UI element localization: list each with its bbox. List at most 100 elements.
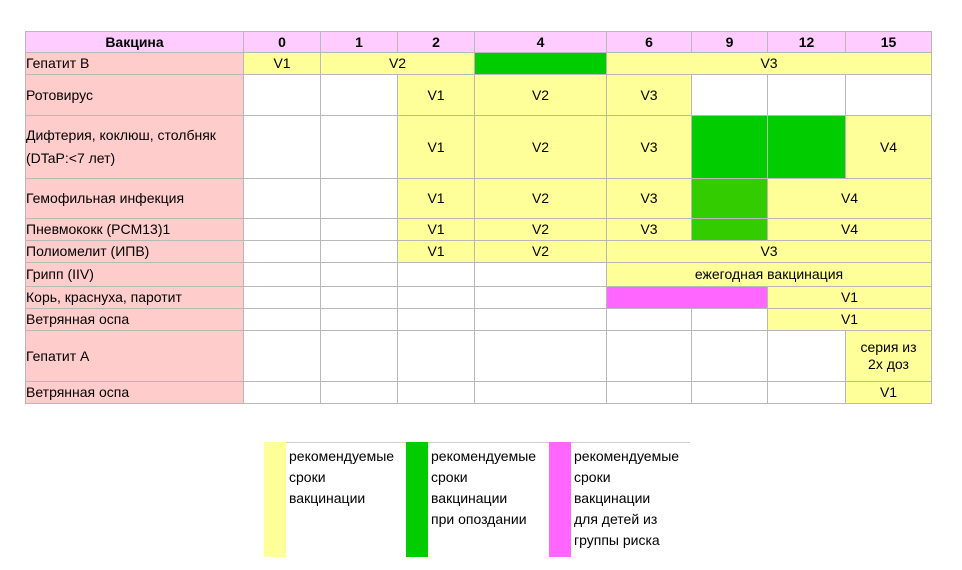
vaccine-name: Ветрянная оспа — [25, 308, 244, 331]
vaccine-name: Пневмококк (PCM13)1 — [25, 218, 244, 241]
table-row: Гепатит B V1 V2 V3 — [25, 52, 932, 75]
empty-cell — [397, 262, 475, 287]
empty-cell — [397, 381, 475, 404]
empty-cell — [320, 308, 398, 331]
empty-cell — [320, 115, 398, 179]
dose-line1: серия из — [860, 339, 917, 355]
empty-cell — [606, 330, 692, 382]
empty-cell — [320, 240, 398, 263]
dose-cell: серия из 2х доз — [845, 330, 932, 382]
dose-cell: V2 — [474, 74, 607, 116]
header-month-2: 2 — [397, 31, 475, 53]
dose-cell: V1 — [397, 218, 475, 241]
table-row: Ветрянная оспа V1 — [25, 381, 932, 404]
empty-cell — [320, 381, 398, 404]
dose-cell: V3 — [606, 74, 692, 116]
legend-line: сроки — [574, 469, 611, 485]
empty-cell — [243, 286, 321, 309]
vaccine-name: Полиомелит (ИПВ) — [25, 240, 244, 263]
dose-cell: V1 — [767, 286, 932, 309]
empty-cell — [474, 330, 607, 382]
dose-cell: V1 — [397, 115, 475, 179]
legend-line: группы риска — [574, 532, 660, 548]
legend-top-border — [264, 442, 690, 443]
risk-group-cell — [606, 286, 768, 309]
vaccine-name: Гепатит А — [25, 330, 244, 382]
table-row: Ветрянная оспа V1 — [25, 308, 932, 331]
dose-cell: V3 — [606, 218, 692, 241]
late-cell — [691, 218, 768, 241]
legend-line: сроки — [431, 469, 468, 485]
legend-line: рекомендуемые — [431, 448, 537, 464]
table-row: Корь, краснуха, паротит V1 — [25, 286, 932, 309]
legend-swatch-late — [406, 442, 428, 557]
empty-cell — [397, 330, 475, 382]
empty-cell — [474, 381, 607, 404]
empty-cell — [243, 240, 321, 263]
late-cell — [691, 115, 768, 179]
table-row: Полиомелит (ИПВ) V1 V2 V3 — [25, 240, 932, 263]
vaccine-name: Дифтерия, коклюш, столбняк (DTaP:<7 лет) — [25, 115, 244, 179]
dose-cell: V2 — [474, 240, 607, 263]
header-month-15: 15 — [845, 31, 932, 53]
table-row: Грипп (IIV) ежегодная вакцинация — [25, 262, 932, 287]
dose-cell: V3 — [606, 115, 692, 179]
empty-cell — [474, 262, 607, 287]
header-month-4: 4 — [474, 31, 607, 53]
empty-cell — [691, 330, 768, 382]
dose-line2: 2х доз — [868, 356, 909, 372]
empty-cell — [243, 262, 321, 287]
empty-cell — [606, 381, 692, 404]
dose-cell: V2 — [474, 115, 607, 179]
empty-cell — [397, 308, 475, 331]
dose-cell: V3 — [606, 178, 692, 219]
table-row: Дифтерия, коклюш, столбняк (DTaP:<7 лет)… — [25, 115, 932, 179]
empty-cell — [606, 308, 692, 331]
dose-cell: V3 — [606, 240, 932, 263]
header-month-12: 12 — [767, 31, 846, 53]
vaccine-name: Гемофильная инфекция — [25, 178, 244, 219]
late-cell — [767, 115, 846, 179]
empty-cell — [243, 115, 321, 179]
legend-line: рекомендуемые — [289, 448, 395, 464]
header-month-9: 9 — [691, 31, 768, 53]
empty-cell — [320, 74, 398, 116]
empty-cell — [767, 381, 846, 404]
empty-cell — [243, 381, 321, 404]
legend-line: вакцинации — [574, 490, 651, 506]
legend-line: вакцинации — [431, 490, 508, 506]
dose-cell: V2 — [474, 178, 607, 219]
dose-cell: V1 — [397, 178, 475, 219]
dose-cell: ежегодная вакцинация — [606, 262, 932, 287]
dose-cell: V2 — [474, 218, 607, 241]
empty-cell — [243, 74, 321, 116]
header-row: Вакцина 0 1 2 4 6 9 12 15 — [25, 31, 932, 53]
vaccine-name-line1: Дифтерия, коклюш, столбняк — [26, 127, 216, 143]
table-row: Гепатит А серия из 2х доз — [25, 330, 932, 382]
vaccine-name: Ветрянная оспа — [25, 381, 244, 404]
empty-cell — [845, 74, 932, 116]
empty-cell — [320, 286, 398, 309]
dose-cell: V3 — [606, 52, 932, 75]
header-vaccine: Вакцина — [25, 31, 244, 53]
dose-cell: V4 — [767, 218, 932, 241]
late-cell — [474, 52, 607, 75]
legend-line: для детей из — [574, 511, 658, 527]
header-month-0: 0 — [243, 31, 321, 53]
empty-cell — [767, 330, 846, 382]
table-row: Пневмококк (PCM13)1 V1 V2 V3 V4 — [25, 218, 932, 241]
empty-cell — [320, 178, 398, 219]
empty-cell — [397, 286, 475, 309]
legend-text-recommended: рекомендуемые сроки вакцинации — [289, 446, 394, 509]
vaccine-name: Гепатит B — [25, 52, 244, 75]
dose-cell: V1 — [243, 52, 321, 75]
empty-cell — [243, 178, 321, 219]
empty-cell — [320, 330, 398, 382]
empty-cell — [320, 262, 398, 287]
empty-cell — [691, 308, 768, 331]
empty-cell — [691, 381, 768, 404]
empty-cell — [320, 218, 398, 241]
table-row: Ротовирус V1 V2 V3 — [25, 74, 932, 116]
vaccination-schedule-table: Вакцина 0 1 2 4 6 9 12 15 Гепатит B V1 V… — [25, 31, 932, 404]
legend-swatch-risk-group — [549, 442, 571, 557]
